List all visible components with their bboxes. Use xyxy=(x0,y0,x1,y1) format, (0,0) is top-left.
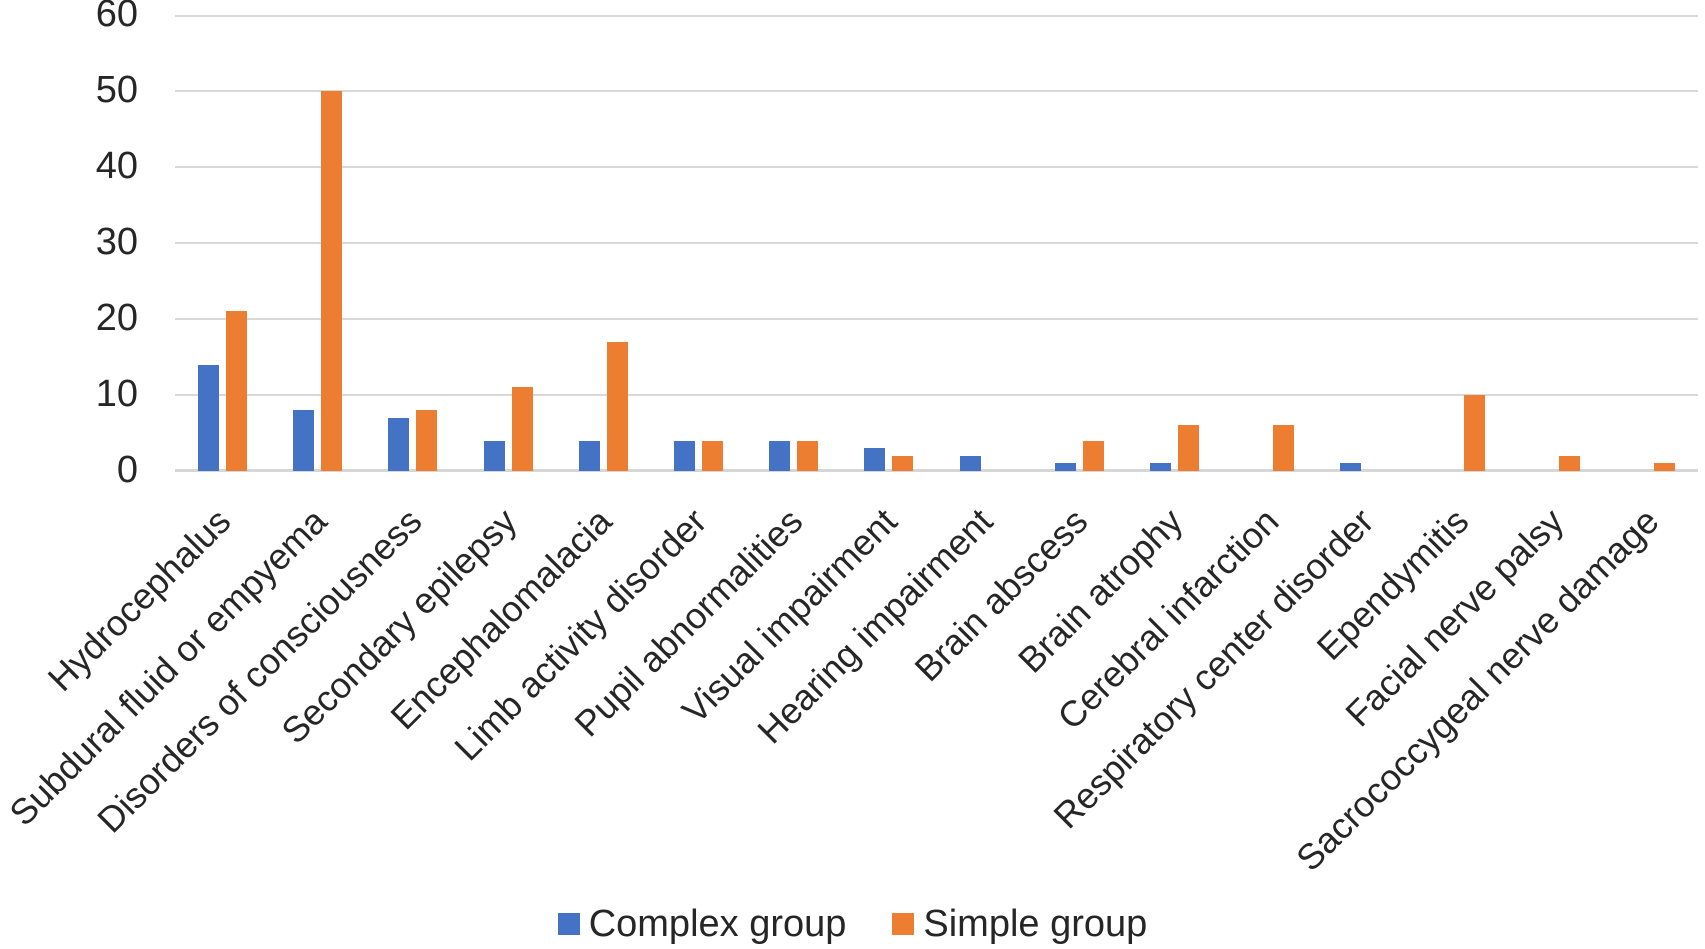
legend-item-simple-group: Simple group xyxy=(892,903,1147,945)
bar-complex-group-4 xyxy=(483,440,505,471)
legend-label-simple-group: Simple group xyxy=(923,903,1148,945)
bar-simple-group-16 xyxy=(1653,463,1675,471)
bar-simple-group-15 xyxy=(1558,455,1580,471)
legend-label-complex-group: Complex group xyxy=(588,903,847,945)
bar-complex-group-11 xyxy=(1149,463,1171,471)
y-axis-tick-label-40: 40 xyxy=(95,145,138,187)
legend-item-complex-group: Complex group xyxy=(557,903,847,945)
gridline-10 xyxy=(175,394,1698,396)
bar-simple-group-7 xyxy=(797,440,819,471)
bar-group-3 xyxy=(365,15,460,471)
bar-simple-group-5 xyxy=(606,341,628,471)
bar-complex-group-5 xyxy=(578,440,600,471)
bar-complex-group-13 xyxy=(1340,463,1362,471)
bar-group-13 xyxy=(1317,15,1412,471)
bar-group-15 xyxy=(1508,15,1603,471)
bar-group-11 xyxy=(1127,15,1222,471)
gridline-20 xyxy=(175,318,1698,320)
bar-group-10 xyxy=(1032,15,1127,471)
bar-complex-group-10 xyxy=(1054,463,1076,471)
bar-complex-group-1 xyxy=(198,364,220,471)
bar-complex-group-7 xyxy=(769,440,791,471)
bar-group-6 xyxy=(651,15,746,471)
gridline-50 xyxy=(175,90,1698,92)
bar-simple-group-14 xyxy=(1463,395,1485,471)
x-axis-line xyxy=(175,469,1698,472)
bar-group-16 xyxy=(1603,15,1698,471)
legend-swatch-complex-group xyxy=(557,913,580,935)
y-axis-tick-label-30: 30 xyxy=(95,221,138,263)
bar-group-7 xyxy=(746,15,841,471)
y-axis-tick-label-0: 0 xyxy=(116,449,138,491)
bar-simple-group-11 xyxy=(1177,425,1199,471)
bar-simple-group-4 xyxy=(511,387,533,471)
bar-group-4 xyxy=(461,15,556,471)
bar-complex-group-2 xyxy=(293,410,315,471)
y-axis-tick-label-10: 10 xyxy=(95,373,138,415)
bar-group-9 xyxy=(937,15,1032,471)
gridline-40 xyxy=(175,166,1698,168)
bar-simple-group-8 xyxy=(892,455,914,471)
bar-complex-group-6 xyxy=(674,440,696,471)
bar-simple-group-10 xyxy=(1082,440,1104,471)
bar-simple-group-6 xyxy=(702,440,724,471)
bar-group-2 xyxy=(270,15,365,471)
y-axis-tick-label-50: 50 xyxy=(95,69,138,111)
bar-complex-group-3 xyxy=(388,417,410,471)
bar-simple-group-2 xyxy=(321,91,343,471)
bar-complex-group-8 xyxy=(864,448,886,471)
plot-area xyxy=(175,15,1698,472)
y-axis-tick-label-20: 20 xyxy=(95,297,138,339)
legend-swatch-simple-group xyxy=(892,913,915,935)
bar-simple-group-1 xyxy=(226,311,248,471)
legend: Complex group Simple group xyxy=(0,903,1705,945)
bar-group-12 xyxy=(1222,15,1317,471)
bar-group-8 xyxy=(841,15,936,471)
bar-group-1 xyxy=(175,15,270,471)
bar-group-5 xyxy=(556,15,651,471)
bar-group-14 xyxy=(1412,15,1507,471)
gridline-60 xyxy=(175,15,1698,17)
gridline-30 xyxy=(175,242,1698,244)
bar-simple-group-3 xyxy=(416,410,438,471)
bar-complex-group-9 xyxy=(959,455,981,471)
bar-simple-group-12 xyxy=(1273,425,1295,471)
y-axis-tick-label-60: 60 xyxy=(95,0,138,35)
